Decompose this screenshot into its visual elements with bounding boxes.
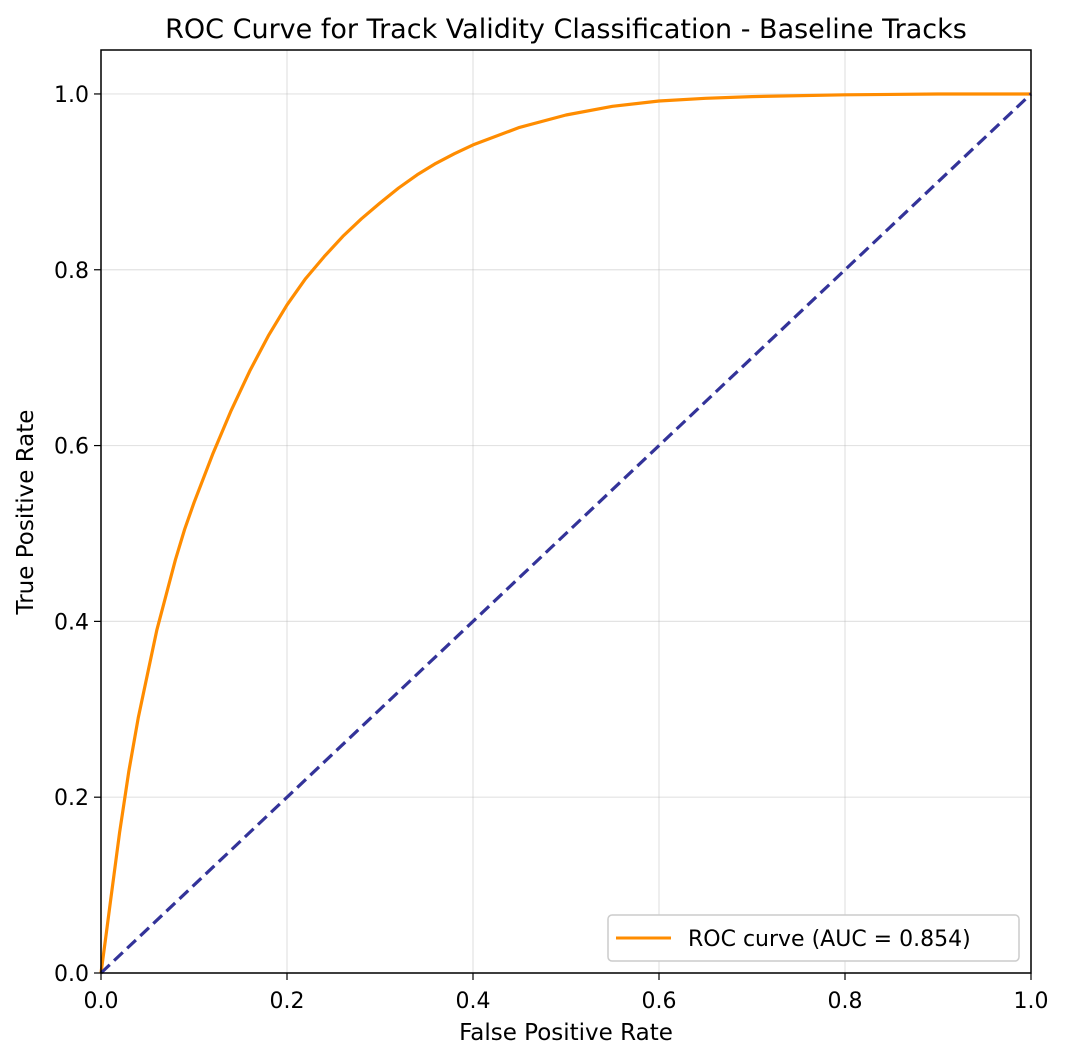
legend: ROC curve (AUC = 0.854) [607,914,1020,962]
x-tick-label: 0.8 [828,989,863,1014]
axis-ticks: 0.0 0.2 0.4 0.6 0.8 1.0 0.0 0.2 0.4 0.6 0.8 1.0 [54,83,1049,1014]
x-tick-label: 0.0 [84,989,119,1014]
y-axis-label: True Positive Rate [13,410,39,616]
x-tick-label: 1.0 [1014,989,1049,1014]
legend-label: ROC curve (AUC = 0.854) [688,927,971,952]
x-tick-label: 0.2 [270,989,305,1014]
legend-box [607,914,1020,962]
series-layer [99,92,1033,975]
x-tick-label: 0.6 [642,989,677,1014]
y-tick-label: 1.0 [54,83,89,108]
y-tick-label: 0.8 [54,259,89,284]
x-tick-label: 0.4 [456,989,491,1014]
roc-curve-line [99,92,1031,974]
y-tick-label: 0.6 [54,435,89,460]
y-tick-label: 0.2 [54,786,89,811]
diagonal-reference-line [99,92,1033,975]
chart-title: ROC Curve for Track Validity Classificat… [165,14,967,45]
y-tick-label: 0.4 [54,610,89,635]
y-tick-label: 0.0 [54,962,89,987]
x-axis-label: False Positive Rate [459,1020,673,1046]
plot-frame [100,49,1032,974]
